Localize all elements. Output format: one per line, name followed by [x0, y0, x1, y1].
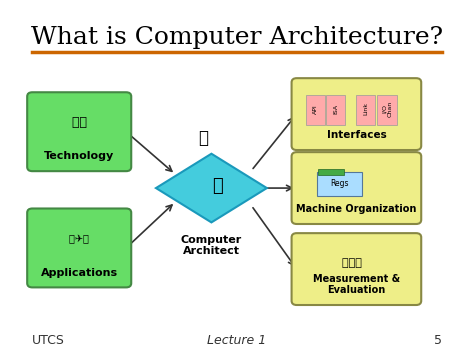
FancyBboxPatch shape [356, 95, 375, 125]
Polygon shape [156, 154, 267, 223]
FancyBboxPatch shape [27, 92, 131, 171]
FancyBboxPatch shape [326, 95, 346, 125]
Text: Computer
Architect: Computer Architect [181, 235, 242, 256]
FancyBboxPatch shape [292, 233, 421, 305]
Text: ⏱️📏🔧: ⏱️📏🔧 [342, 258, 362, 268]
Text: UTCS: UTCS [32, 334, 65, 346]
FancyBboxPatch shape [306, 95, 325, 125]
Text: Applications: Applications [41, 268, 118, 278]
Text: 🖥️🔋: 🖥️🔋 [72, 116, 87, 130]
Text: 👤: 👤 [212, 177, 223, 195]
Text: Interfaces: Interfaces [327, 130, 386, 140]
Text: Lecture 1: Lecture 1 [207, 334, 266, 346]
FancyBboxPatch shape [292, 152, 421, 224]
Text: Regs: Regs [330, 179, 348, 189]
Text: Link: Link [363, 102, 368, 115]
FancyBboxPatch shape [377, 95, 397, 125]
Text: 💡: 💡 [198, 129, 208, 147]
Text: 🚗✈️🖥️: 🚗✈️🖥️ [69, 234, 89, 244]
Text: ISA: ISA [333, 104, 338, 114]
Text: Machine Organization: Machine Organization [296, 204, 417, 214]
FancyBboxPatch shape [318, 169, 344, 175]
Text: Measurement &
Evaluation: Measurement & Evaluation [313, 274, 400, 295]
Text: Technology: Technology [44, 151, 114, 161]
FancyBboxPatch shape [27, 208, 131, 288]
FancyBboxPatch shape [292, 78, 421, 150]
Text: I/O
Chan: I/O Chan [382, 101, 393, 117]
Text: What is Computer Architecture?: What is Computer Architecture? [31, 26, 443, 49]
FancyBboxPatch shape [317, 171, 362, 196]
Text: API: API [313, 104, 319, 114]
Text: 5: 5 [434, 334, 442, 346]
